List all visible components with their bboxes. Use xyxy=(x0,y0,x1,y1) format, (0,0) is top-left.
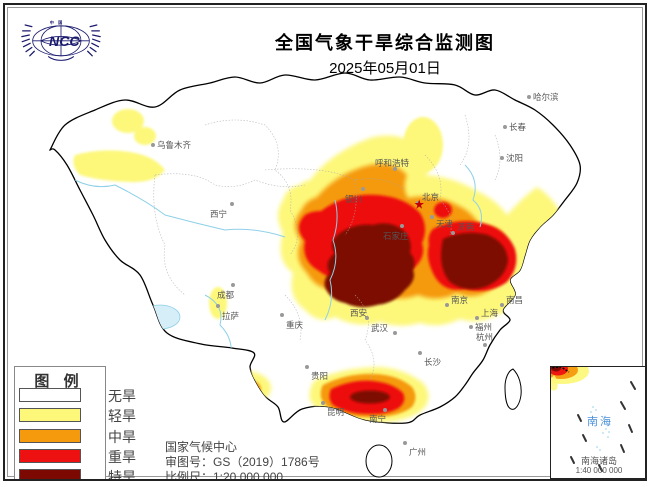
svg-text:天津: 天津 xyxy=(436,219,454,229)
svg-text:西宁: 西宁 xyxy=(210,209,227,219)
svg-text:北京: 北京 xyxy=(422,192,439,202)
svg-text:哈尔滨: 哈尔滨 xyxy=(533,92,559,102)
svg-text:济南: 济南 xyxy=(457,222,474,232)
svg-text:南京: 南京 xyxy=(451,295,468,305)
svg-text:昆明: 昆明 xyxy=(327,407,344,417)
svg-text:上海: 上海 xyxy=(481,308,499,318)
svg-text:南宁: 南宁 xyxy=(369,414,386,424)
svg-text:成都: 成都 xyxy=(217,290,235,300)
svg-text:银川: 银川 xyxy=(345,194,362,204)
svg-text:乌鲁木齐: 乌鲁木齐 xyxy=(157,140,192,150)
svg-text:南昌: 南昌 xyxy=(506,295,523,305)
svg-text:武汉: 武汉 xyxy=(371,323,389,333)
svg-text:西安: 西安 xyxy=(350,308,367,318)
svg-text:沈阳: 沈阳 xyxy=(506,153,523,163)
svg-text:石家庄: 石家庄 xyxy=(383,231,409,241)
svg-text:杭州: 杭州 xyxy=(476,332,493,342)
svg-text:广州: 广州 xyxy=(409,447,426,457)
svg-text:拉萨: 拉萨 xyxy=(222,311,240,321)
svg-text:长春: 长春 xyxy=(509,122,527,132)
svg-text:福州: 福州 xyxy=(475,322,492,332)
svg-text:贵阳: 贵阳 xyxy=(311,371,328,381)
svg-text:长沙: 长沙 xyxy=(424,357,442,367)
svg-text:重庆: 重庆 xyxy=(286,320,304,330)
svg-text:呼和浩特: 呼和浩特 xyxy=(375,158,410,168)
